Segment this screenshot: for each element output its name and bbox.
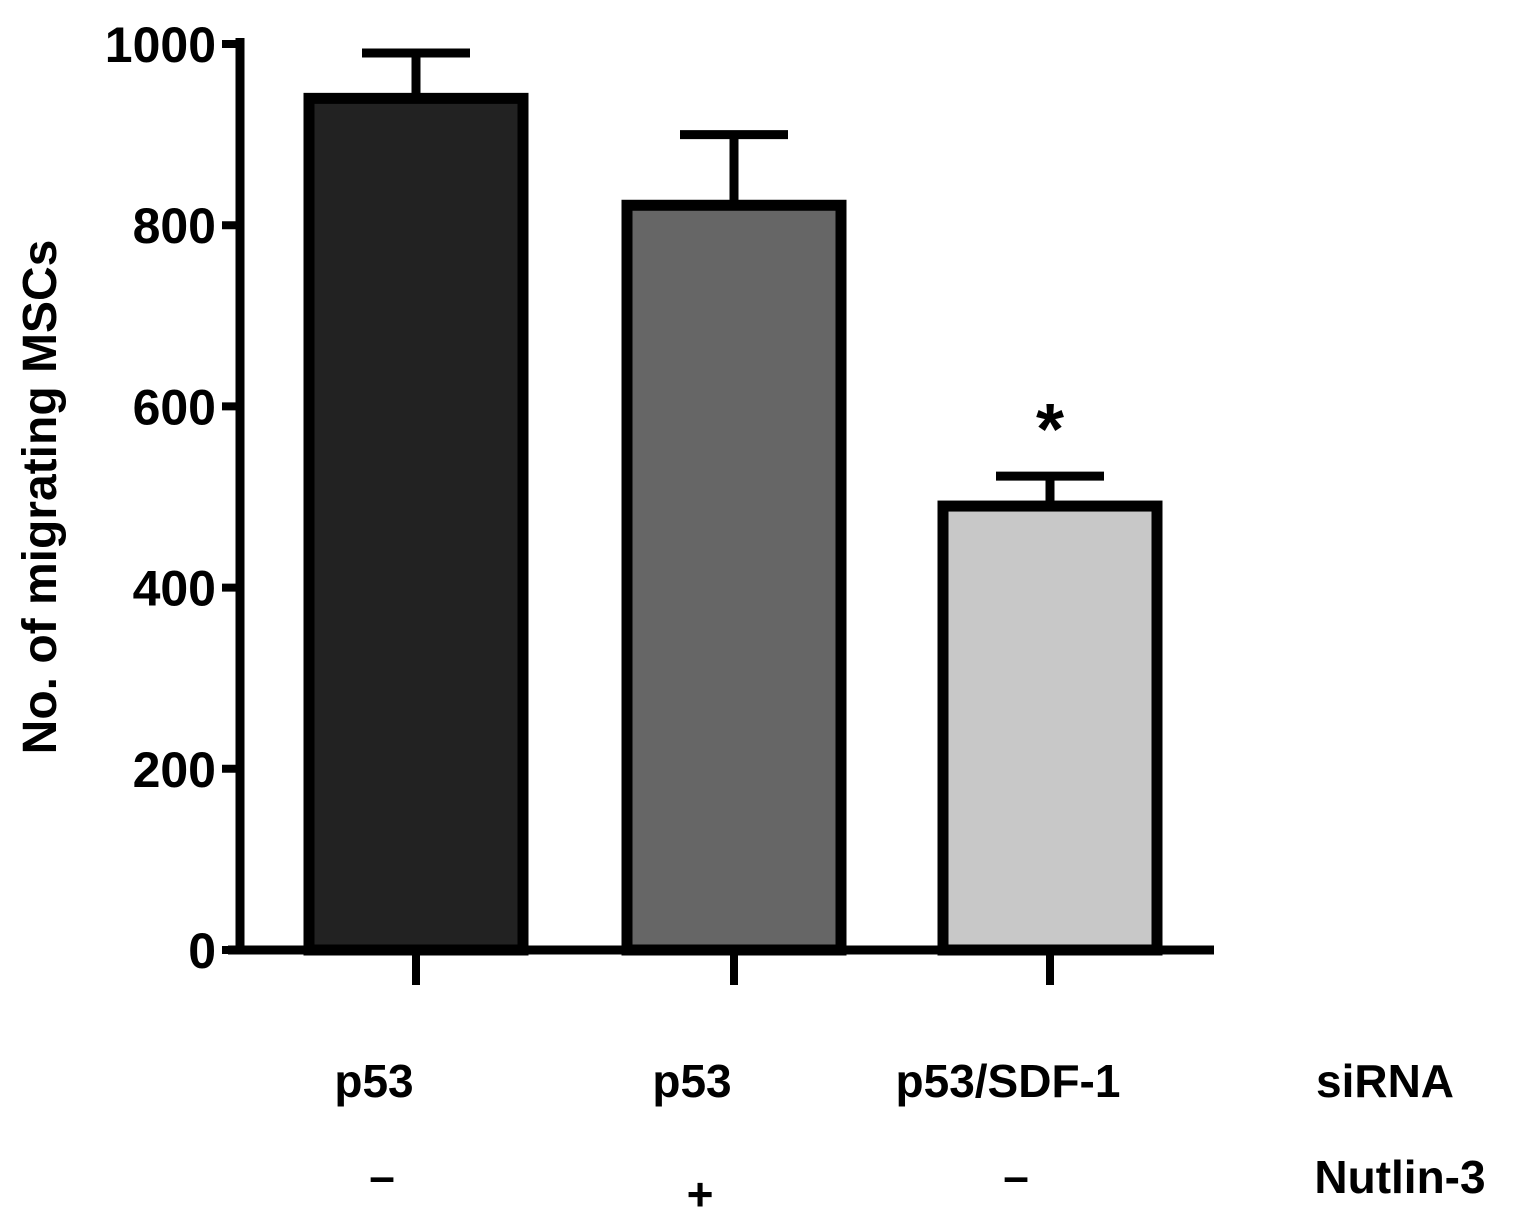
y-tick-label: 0 [188,923,216,979]
significance-marker: * [1036,390,1064,470]
bar [303,92,529,956]
sirna-label: p53 [334,1055,413,1107]
y-axis-title: No. of migrating MSCs [14,240,67,755]
y-tick-label: 800 [133,198,216,254]
row-label-sirna: siRNA [1316,1055,1454,1107]
nutlin-label: – [1003,1150,1029,1202]
y-tick-label: 400 [133,561,216,617]
y-tick-label: 600 [133,379,216,435]
y-tick-label: 1000 [105,17,216,73]
axes-group [222,38,1214,985]
y-tick-label: 200 [133,742,216,798]
bar [621,199,847,956]
bars-group [303,48,1163,956]
nutlin-label: – [369,1150,395,1202]
sirna-label: p53/SDF-1 [896,1055,1121,1107]
row-label-nutlin: Nutlin-3 [1314,1151,1485,1203]
labels-group: p53 – p53 + * p53/SDF-1 – 0 200 400 600 800 1000 [105,17,1121,1220]
nutlin-label: + [687,1168,714,1220]
bar [937,500,1163,956]
sirna-label: p53 [652,1055,731,1107]
